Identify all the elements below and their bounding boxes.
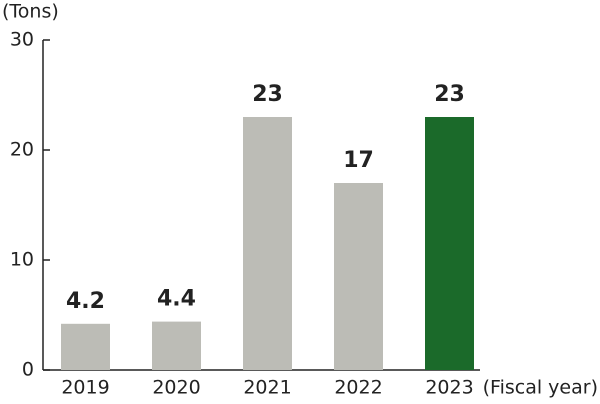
value-label: 23 xyxy=(252,82,283,107)
x-tick-label: 2023 xyxy=(425,377,473,399)
bar xyxy=(243,117,292,370)
bar xyxy=(425,117,474,370)
x-tick-label: 2019 xyxy=(61,377,109,399)
value-label: 4.4 xyxy=(157,287,196,312)
y-tick-label: 30 xyxy=(10,29,34,51)
x-axis-label: (Fiscal year) xyxy=(483,377,598,399)
value-label: 4.2 xyxy=(66,289,105,314)
y-tick-label: 20 xyxy=(10,139,34,161)
value-label: 23 xyxy=(434,82,465,107)
x-tick-label: 2021 xyxy=(243,377,291,399)
bar xyxy=(61,323,110,370)
x-tick-label: 2022 xyxy=(334,377,382,399)
bar xyxy=(334,183,383,370)
bar xyxy=(152,321,201,370)
y-tick-label: 0 xyxy=(22,359,34,381)
value-label: 17 xyxy=(343,148,374,173)
y-axis-label: (Tons) xyxy=(2,1,59,23)
y-tick-label: 10 xyxy=(10,249,34,271)
x-tick-label: 2020 xyxy=(152,377,200,399)
